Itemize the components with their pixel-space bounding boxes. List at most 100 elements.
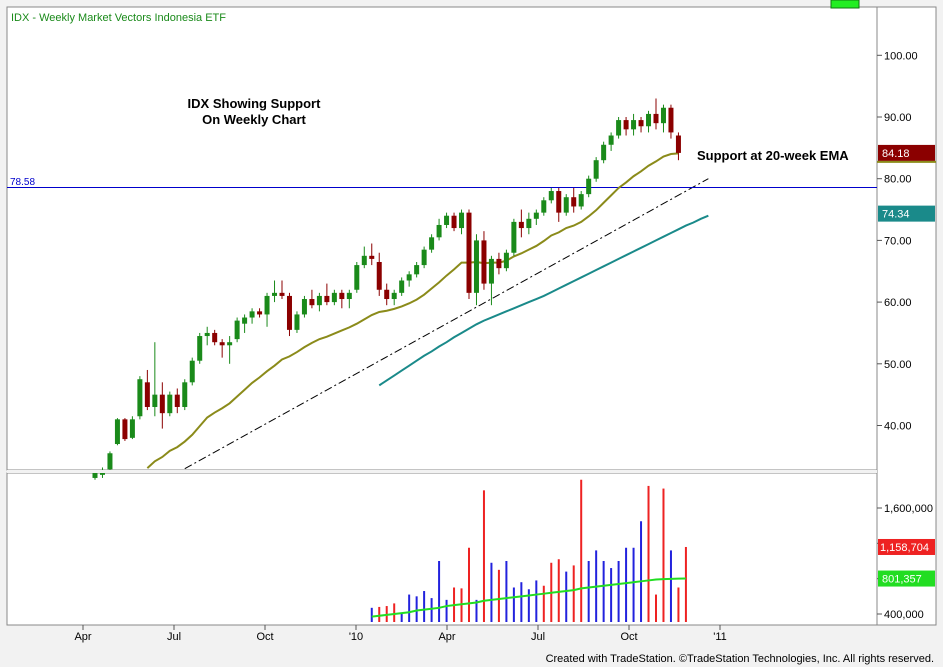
x-tick-label: Apr <box>438 631 455 643</box>
candle-body <box>473 240 479 293</box>
candle <box>272 280 278 303</box>
candle-body <box>451 215 457 229</box>
candle <box>249 308 255 324</box>
volume-tick-label: 400,000 <box>884 609 924 621</box>
volume-bar <box>587 561 590 622</box>
volume-bar <box>684 546 687 622</box>
candle-body <box>653 113 659 124</box>
price-axis: 40.00 50.00 60.00 70.00 80.00 90.00 100.00 84.1… <box>877 50 936 433</box>
candle <box>586 175 592 198</box>
volume-bar <box>527 589 530 622</box>
volume-bar <box>408 594 411 622</box>
candle-body <box>279 292 285 296</box>
last-volume-label: 1,158,704 <box>880 542 929 554</box>
candle-body <box>526 218 532 229</box>
candle-body <box>481 240 487 284</box>
candle-body <box>137 379 143 417</box>
candle <box>601 141 607 164</box>
footer-credit: Created with TradeStation. ©TradeStation… <box>546 653 934 665</box>
x-tick-label: Jul <box>531 631 545 643</box>
candle-body <box>167 394 173 414</box>
candle-body <box>182 382 188 407</box>
candle <box>137 376 143 420</box>
candle <box>608 132 614 151</box>
candle <box>675 132 681 161</box>
volume-axis: 400,000800,0001,200,0001,600,0001,158,70… <box>877 503 935 621</box>
candle <box>429 234 435 253</box>
volume-pane <box>6 472 878 626</box>
volume-bar <box>468 547 470 622</box>
candle-body <box>212 332 218 343</box>
volume-bar <box>617 561 620 622</box>
avg-volume-label: 801,357 <box>882 574 922 586</box>
volume-bar <box>423 591 426 622</box>
candle <box>384 283 390 306</box>
candle-body <box>444 215 450 225</box>
candle-body <box>219 342 225 346</box>
last-price-label: 84.18 <box>882 148 910 160</box>
candles <box>7 98 877 480</box>
candle <box>279 280 285 300</box>
candle <box>286 292 292 337</box>
y-tick-label: 70.00 <box>884 235 912 247</box>
candle-body <box>518 221 524 229</box>
volume-bar <box>572 565 575 622</box>
candle <box>631 113 637 136</box>
candle-body <box>668 107 674 133</box>
volume-bar <box>393 603 396 622</box>
volume-bar <box>647 485 650 622</box>
candle-body <box>436 224 442 238</box>
candle-body <box>227 342 233 346</box>
candle-body <box>414 265 420 275</box>
candle <box>668 104 674 139</box>
volume-bar <box>677 587 680 622</box>
candle-body <box>361 255 367 266</box>
candle <box>444 212 450 229</box>
avg-volume-box <box>878 570 935 587</box>
candle <box>189 357 195 386</box>
volume-bars <box>370 479 687 622</box>
candle <box>234 317 240 343</box>
volume-bar <box>430 598 433 622</box>
candle <box>242 314 248 333</box>
candle-body <box>174 394 180 407</box>
candle <box>414 261 420 278</box>
candle <box>361 246 367 269</box>
candle <box>556 187 562 222</box>
candle-body <box>556 191 562 213</box>
candle-body <box>593 160 599 179</box>
candle-body <box>548 191 554 201</box>
candle <box>526 212 532 235</box>
ma50-line <box>378 214 709 387</box>
candle <box>376 252 382 296</box>
x-tick-label: Oct <box>256 631 273 643</box>
volume-bar <box>557 559 560 622</box>
volume-bar <box>602 561 605 622</box>
x-tick-label: '11 <box>713 631 727 643</box>
candle-body <box>107 453 113 470</box>
candle <box>316 292 322 312</box>
volume-bar <box>370 607 373 622</box>
candle-body <box>354 265 360 290</box>
trendline-path <box>184 178 709 470</box>
candle-body <box>466 212 472 293</box>
candle <box>481 231 487 290</box>
volume-bar <box>655 594 657 622</box>
y-tick-label: 60.00 <box>884 297 912 309</box>
volume-bar <box>445 599 448 622</box>
last-volume-box <box>878 538 935 555</box>
candle <box>421 246 427 269</box>
candle <box>122 418 128 441</box>
volume-tick-label: 1,600,000 <box>884 503 933 515</box>
candle-body <box>429 237 435 250</box>
volume-bar <box>378 606 381 622</box>
candle <box>129 416 135 440</box>
support-note: Support at 20-week EMA <box>697 148 849 163</box>
candle <box>227 336 233 364</box>
y-tick-label: 100.00 <box>884 50 918 62</box>
candle-body <box>189 360 195 383</box>
x-tick-label: Oct <box>620 631 637 643</box>
candle-body <box>294 314 300 330</box>
candle-body <box>421 249 427 266</box>
candle <box>488 255 494 306</box>
